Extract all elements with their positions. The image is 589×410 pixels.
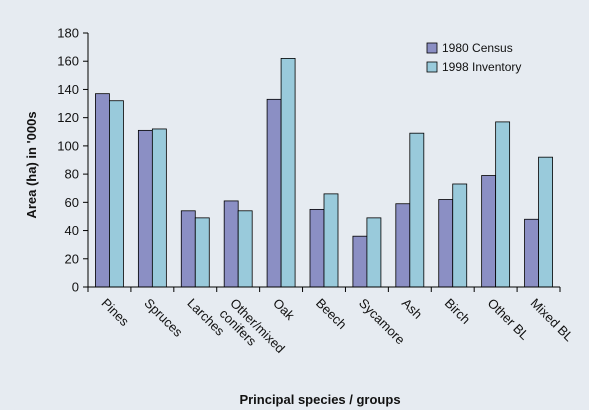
- bar-1998-4: [280, 58, 296, 288]
- bar-1980-0: [95, 93, 110, 288]
- bar-1998-8: [452, 183, 468, 288]
- bar-1980-1: [137, 129, 153, 288]
- y-tick-label: 180: [57, 26, 79, 41]
- y-tick-label: 120: [57, 110, 79, 125]
- y-tick-label: 80: [65, 167, 79, 182]
- x-tick-label-line: Mixed BL: [528, 295, 577, 344]
- y-axis: 0 20 40 60 80 100 120 140 160 180: [57, 26, 89, 295]
- bar-1998-7: [409, 132, 425, 288]
- bar-1998-5: [323, 193, 339, 288]
- x-tick-label-line: Birch: [442, 295, 474, 327]
- y-tick-label: 20: [65, 251, 79, 266]
- y-tick-label: 140: [57, 82, 79, 97]
- bar-1998-6: [366, 217, 382, 288]
- bar-1980-8: [438, 199, 454, 288]
- x-tick-label-line: Ash: [399, 295, 425, 321]
- x-tick-label-line: Pines: [99, 295, 133, 329]
- y-tick-label: 60: [65, 195, 79, 210]
- bar-1980-6: [352, 235, 368, 288]
- x-tick-label: Pines: [99, 295, 133, 329]
- y-axis-title: Area (ha) in '000s: [24, 111, 39, 218]
- y-tick-label: 160: [57, 54, 79, 69]
- bar-1980-3: [223, 200, 239, 288]
- bar-1980-10: [524, 218, 539, 288]
- x-tick-label: Sycamore: [356, 295, 408, 347]
- x-tick-label: Other BL: [485, 295, 532, 342]
- bars-layer: [95, 58, 553, 288]
- x-tick-label: Beech: [313, 295, 350, 332]
- legend: 1980 Census 1998 Inventory: [426, 41, 521, 74]
- legend-label: 1980 Census: [442, 41, 513, 55]
- bar-1998-9: [495, 121, 511, 288]
- bar-1980-5: [309, 208, 325, 288]
- bar-1980-4: [266, 98, 282, 288]
- legend-label: 1998 Inventory: [442, 60, 521, 74]
- legend-swatch: [426, 61, 438, 73]
- y-tick-label: 0: [72, 280, 79, 295]
- bar-1998-0: [109, 100, 124, 288]
- bar-1980-2: [180, 210, 196, 288]
- x-tick-label-line: Oak: [270, 295, 298, 323]
- x-tick-label: Oak: [270, 295, 298, 323]
- x-tick-label-line: Spruces: [141, 295, 186, 340]
- x-tick-label-line: Beech: [313, 295, 350, 332]
- bar-1998-3: [237, 210, 253, 288]
- bar-1998-2: [194, 217, 210, 288]
- x-tick-label: Birch: [442, 295, 474, 327]
- x-tick-label: Ash: [399, 295, 425, 321]
- x-tick-label-line: Sycamore: [356, 295, 408, 347]
- bar-1980-7: [395, 203, 411, 288]
- x-tick-label-line: Other BL: [485, 295, 532, 342]
- bar-1980-9: [481, 175, 497, 288]
- bar-1998-1: [151, 128, 167, 288]
- y-tick-label: 100: [57, 138, 79, 153]
- legend-swatch: [426, 42, 438, 54]
- x-tick-label: Spruces: [141, 295, 186, 340]
- bar-1998-10: [538, 156, 553, 288]
- x-axis-title: Principal species / groups: [239, 392, 400, 407]
- x-tick-label: Mixed BL: [528, 295, 577, 344]
- y-tick-label: 40: [65, 223, 79, 238]
